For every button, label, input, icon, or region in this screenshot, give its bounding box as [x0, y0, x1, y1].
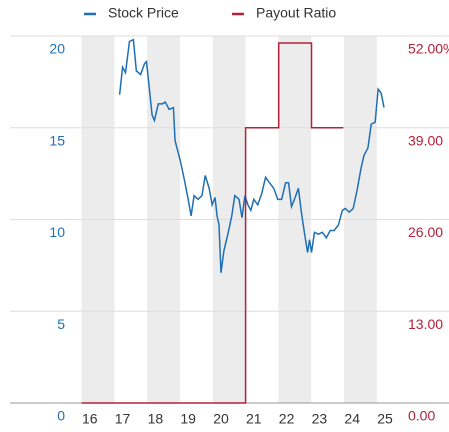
- legend-label: Stock Price: [108, 5, 179, 21]
- y2-tick-label: 26.00: [408, 224, 443, 240]
- y-tick-label: 15: [49, 132, 65, 148]
- y-tick-label: 10: [49, 224, 65, 240]
- x-tick-label: 23: [312, 411, 328, 427]
- x-tick-label: 24: [344, 411, 360, 427]
- x-tick-label: 22: [279, 411, 295, 427]
- x-tick-label: 19: [180, 411, 196, 427]
- y-tick-label: 20: [49, 41, 65, 57]
- series-line: [118, 38, 385, 273]
- x-tick-label: 18: [148, 411, 164, 427]
- legend-label: Payout Ratio: [256, 5, 336, 21]
- y2-tick-label: 39.00: [408, 132, 443, 148]
- x-tick-label: 25: [377, 411, 393, 427]
- x-tick-label: 20: [213, 411, 229, 427]
- y-tick-label: 0: [57, 408, 65, 424]
- y2-tick-label: 0.00: [408, 408, 435, 424]
- y-tick-label: 5: [57, 316, 65, 332]
- y2-tick-label: 13.00: [408, 316, 443, 332]
- x-tick-label: 17: [115, 411, 131, 427]
- y2-tick-label: 52.00%: [408, 41, 449, 57]
- x-tick-label: 16: [82, 411, 98, 427]
- x-tick-label: 21: [246, 411, 262, 427]
- series-line: [81, 42, 344, 404]
